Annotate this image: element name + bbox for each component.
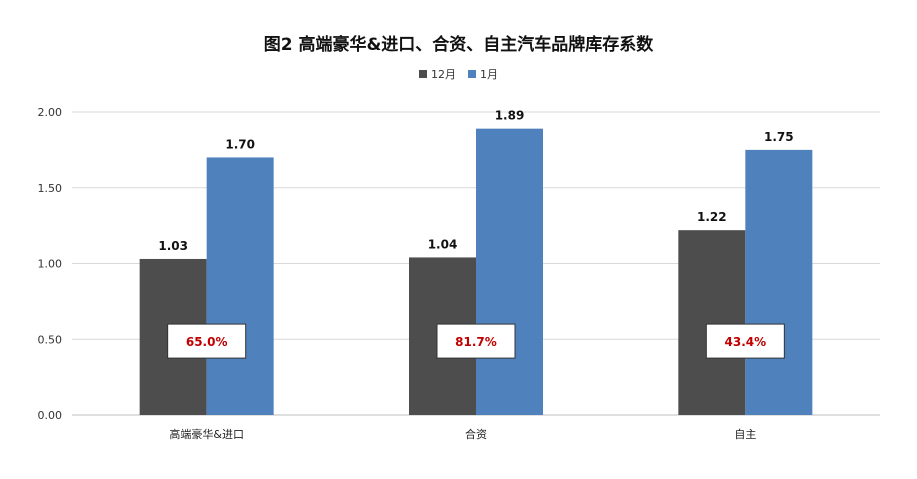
annotation-label: 65.0% xyxy=(186,335,228,349)
legend-swatch-dec xyxy=(419,70,427,78)
data-label: 1.03 xyxy=(158,239,188,253)
legend: 12月 1月 xyxy=(0,66,917,82)
data-label: 1.75 xyxy=(764,130,794,144)
y-tick-label: 0.50 xyxy=(38,333,63,346)
bar xyxy=(476,128,543,416)
legend-swatch-jan xyxy=(468,70,476,78)
y-tick-label: 0.00 xyxy=(38,409,63,422)
data-label: 1.89 xyxy=(495,109,525,123)
x-tick-label: 自主 xyxy=(734,428,756,441)
bar xyxy=(206,157,274,415)
legend-label-dec: 12月 xyxy=(431,68,456,81)
annotation-label: 43.4% xyxy=(725,335,767,349)
annotation-box xyxy=(436,323,516,359)
annotation-label: 81.7% xyxy=(455,335,497,349)
bar xyxy=(745,149,813,415)
y-tick-label: 1.00 xyxy=(38,258,63,271)
bar xyxy=(678,230,746,415)
legend-item-jan: 1月 xyxy=(468,66,498,82)
legend-item-dec: 12月 xyxy=(419,66,456,82)
legend-label-jan: 1月 xyxy=(480,68,498,81)
annotation-box xyxy=(167,323,247,359)
data-label: 1.70 xyxy=(225,137,255,151)
annotation-box xyxy=(705,323,785,359)
chart-title: 图2 高端豪华&进口、合资、自主汽车品牌库存系数 xyxy=(263,35,654,55)
data-label: 1.22 xyxy=(697,210,727,224)
data-label: 1.04 xyxy=(428,237,458,251)
y-tick-label: 2.00 xyxy=(38,106,63,119)
x-tick-label: 高端豪华&进口 xyxy=(169,427,244,441)
y-tick-label: 1.50 xyxy=(38,182,63,195)
x-tick-label: 合资 xyxy=(465,427,487,441)
